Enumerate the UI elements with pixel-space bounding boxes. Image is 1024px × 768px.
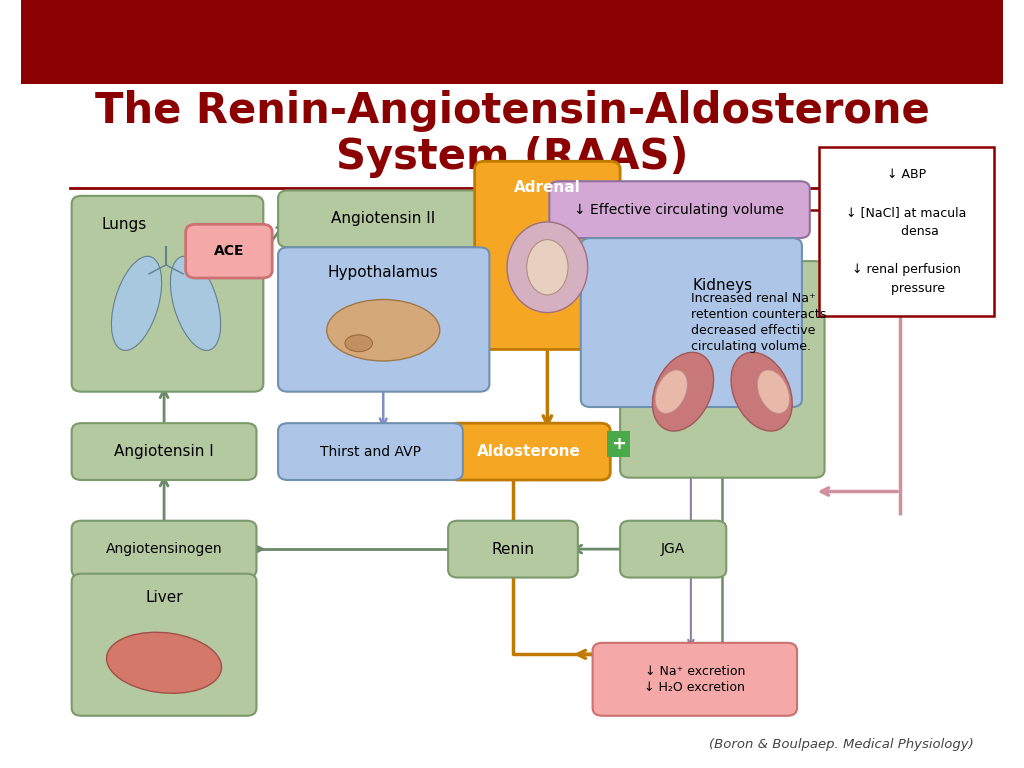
Ellipse shape [112,257,162,350]
Ellipse shape [106,632,221,694]
Text: Aldosterone: Aldosterone [477,444,581,459]
Text: System (RAAS): System (RAAS) [336,137,688,178]
FancyBboxPatch shape [593,643,797,716]
FancyBboxPatch shape [549,181,810,238]
Ellipse shape [758,370,790,413]
Text: The Renin-Angiotensin-Aldosterone: The Renin-Angiotensin-Aldosterone [94,91,930,132]
FancyBboxPatch shape [279,423,463,480]
Ellipse shape [731,353,793,431]
Text: ↓ Effective circulating volume: ↓ Effective circulating volume [574,203,784,217]
FancyBboxPatch shape [72,423,256,480]
Ellipse shape [327,300,439,361]
FancyBboxPatch shape [475,161,621,349]
Text: Kidneys: Kidneys [692,278,753,293]
FancyBboxPatch shape [449,423,610,480]
Text: Hypothalamus: Hypothalamus [328,265,438,280]
Ellipse shape [526,240,568,295]
Text: Angiotensin I: Angiotensin I [115,444,214,459]
Ellipse shape [507,222,588,313]
Ellipse shape [655,370,687,413]
FancyBboxPatch shape [72,196,263,392]
Ellipse shape [652,353,714,431]
FancyBboxPatch shape [72,521,256,578]
Text: Angiotensinogen: Angiotensinogen [105,542,222,556]
FancyBboxPatch shape [185,224,272,278]
FancyBboxPatch shape [818,147,993,316]
FancyBboxPatch shape [621,521,726,578]
Text: ↓ ABP

↓ [NaCl] at macula
       densa

↓ renal perfusion
      pressure: ↓ ABP ↓ [NaCl] at macula densa ↓ renal p… [846,168,967,296]
Text: Liver: Liver [145,590,183,605]
FancyBboxPatch shape [279,190,489,247]
Text: +: + [610,435,626,453]
Ellipse shape [345,335,373,352]
FancyBboxPatch shape [72,574,256,716]
FancyBboxPatch shape [581,238,802,407]
Text: Lungs: Lungs [101,217,146,232]
Bar [20,0,1004,84]
Text: Angiotensin II: Angiotensin II [331,211,435,227]
Text: Increased renal Na⁺
retention counteracts
decreased effective
circulating volume: Increased renal Na⁺ retention counteract… [691,292,826,353]
Text: Adrenal: Adrenal [514,180,581,196]
Text: JGA: JGA [662,542,685,556]
Text: Renin: Renin [492,541,535,557]
FancyBboxPatch shape [449,521,578,578]
FancyBboxPatch shape [279,247,489,392]
Text: ↓ Na⁺ excretion
↓ H₂O excretion: ↓ Na⁺ excretion ↓ H₂O excretion [644,665,745,694]
Text: (Boron & Boulpaep. Medical Physiology): (Boron & Boulpaep. Medical Physiology) [710,738,974,751]
FancyBboxPatch shape [621,261,824,478]
Text: Thirst and AVP: Thirst and AVP [319,445,421,458]
Text: ACE: ACE [214,244,244,258]
Ellipse shape [170,257,220,350]
